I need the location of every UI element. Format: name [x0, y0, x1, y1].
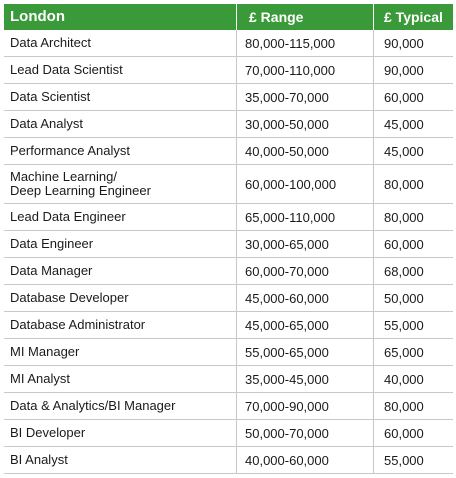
range-cell: 30,000-65,000 [236, 231, 373, 257]
job-title-text: Deep Learning Engineer [10, 183, 151, 198]
job-title-text: Database Developer [10, 290, 129, 305]
table-row: BI Analyst 40,000-60,000 55,000 [4, 447, 453, 474]
typical-cell: 65,000 [373, 339, 453, 365]
table-row: Performance Analyst 40,000-50,000 45,000 [4, 138, 453, 165]
job-title-text: Data Scientist [10, 89, 91, 104]
range-cell: 60,000-70,000 [236, 258, 373, 284]
job-title-text: Lead Data Engineer [10, 209, 126, 224]
header-location: London [10, 8, 65, 25]
typical-cell: 80,000 [373, 204, 453, 230]
job-title-text: Lead Data Scientist [10, 62, 123, 77]
job-title-text: Data Engineer [10, 236, 94, 251]
job-title-text: MI Analyst [10, 371, 70, 386]
range-cell: 45,000-65,000 [236, 312, 373, 338]
range-cell: 70,000-90,000 [236, 393, 373, 419]
range-cell: 30,000-50,000 [236, 111, 373, 137]
job-title-cell: Database Administrator [4, 318, 236, 332]
typical-cell: 45,000 [373, 111, 453, 137]
table-row: MI Analyst 35,000-45,000 40,000 [4, 366, 453, 393]
range-cell: 45,000-60,000 [236, 285, 373, 311]
table-body: Data Architect 80,000-115,000 90,000 Lead D… [4, 30, 453, 474]
table-row: Data Scientist 35,000-70,000 60,000 [4, 84, 453, 111]
job-title-cell: Data & Analytics/BI Manager [4, 399, 236, 413]
range-cell: 65,000-110,000 [236, 204, 373, 230]
job-title-cell: Data Architect [4, 36, 236, 50]
typical-cell: 80,000 [373, 165, 453, 203]
typical-cell: 60,000 [373, 84, 453, 110]
job-title-text: Performance Analyst [10, 143, 130, 158]
range-cell: 55,000-65,000 [236, 339, 373, 365]
table-row: Data Manager 60,000-70,000 68,000 [4, 258, 453, 285]
job-title-text: Database Administrator [10, 317, 146, 332]
job-title-text: Data & Analytics/BI Manager [10, 398, 176, 413]
job-title-cell: BI Developer [4, 426, 236, 440]
job-title-cell: Data Engineer [4, 237, 236, 251]
typical-cell: 50,000 [373, 285, 453, 311]
table-row: BI Developer 50,000-70,000 60,000 [4, 420, 453, 447]
table-header: London £ Range £ Typical [4, 4, 453, 30]
job-title-text: BI Analyst [10, 452, 68, 467]
job-title-text: Data Analyst [10, 116, 83, 131]
range-cell: 35,000-45,000 [236, 366, 373, 392]
job-title-cell: Data Manager [4, 264, 236, 278]
typical-cell: 55,000 [373, 312, 453, 338]
table-row: MI Manager 55,000-65,000 65,000 [4, 339, 453, 366]
typical-cell: 68,000 [373, 258, 453, 284]
range-cell: 40,000-60,000 [236, 447, 373, 473]
job-title-cell: Data Analyst [4, 117, 236, 131]
typical-cell: 60,000 [373, 231, 453, 257]
typical-cell: 90,000 [373, 57, 453, 83]
table-row: Data & Analytics/BI Manager 70,000-90,000… [4, 393, 453, 420]
job-title-cell: BI Analyst [4, 453, 236, 467]
table-row: Machine Learning/Deep Learning Engineer 6… [4, 165, 453, 204]
table-row: Data Architect 80,000-115,000 90,000 [4, 30, 453, 57]
table-row: Database Administrator 45,000-65,000 55,00… [4, 312, 453, 339]
job-title-text: Machine Learning/ [10, 169, 117, 184]
typical-cell: 55,000 [373, 447, 453, 473]
header-typical: £ Typical [373, 4, 453, 30]
range-cell: 35,000-70,000 [236, 84, 373, 110]
range-cell: 40,000-50,000 [236, 138, 373, 164]
typical-cell: 40,000 [373, 366, 453, 392]
job-title-text: Data Manager [10, 263, 93, 278]
range-cell: 50,000-70,000 [236, 420, 373, 446]
range-cell: 60,000-100,000 [236, 165, 373, 203]
range-cell: 70,000-110,000 [236, 57, 373, 83]
salary-table: London £ Range £ Typical Data Architect 8… [4, 4, 453, 474]
typical-cell: 90,000 [373, 30, 453, 56]
table-row: Data Analyst 30,000-50,000 45,000 [4, 111, 453, 138]
typical-cell: 80,000 [373, 393, 453, 419]
table-row: Lead Data Scientist 70,000-110,000 90,000 [4, 57, 453, 84]
table-row: Data Engineer 30,000-65,000 60,000 [4, 231, 453, 258]
job-title-cell: MI Analyst [4, 372, 236, 386]
job-title-text: Data Architect [10, 35, 91, 50]
job-title-cell: Lead Data Engineer [4, 210, 236, 224]
job-title-cell: Performance Analyst [4, 144, 236, 158]
job-title-text: BI Developer [10, 425, 86, 440]
job-title-cell: Machine Learning/Deep Learning Engineer [4, 170, 236, 198]
table-row: Lead Data Engineer 65,000-110,000 80,000 [4, 204, 453, 231]
typical-cell: 45,000 [373, 138, 453, 164]
job-title-cell: MI Manager [4, 345, 236, 359]
table-row: Database Developer 45,000-60,000 50,000 [4, 285, 453, 312]
job-title-text: MI Manager [10, 344, 80, 359]
header-range: £ Range [236, 4, 373, 30]
job-title-cell: Database Developer [4, 291, 236, 305]
range-cell: 80,000-115,000 [236, 30, 373, 56]
job-title-cell: Data Scientist [4, 90, 236, 104]
job-title-cell: Lead Data Scientist [4, 63, 236, 77]
typical-cell: 60,000 [373, 420, 453, 446]
